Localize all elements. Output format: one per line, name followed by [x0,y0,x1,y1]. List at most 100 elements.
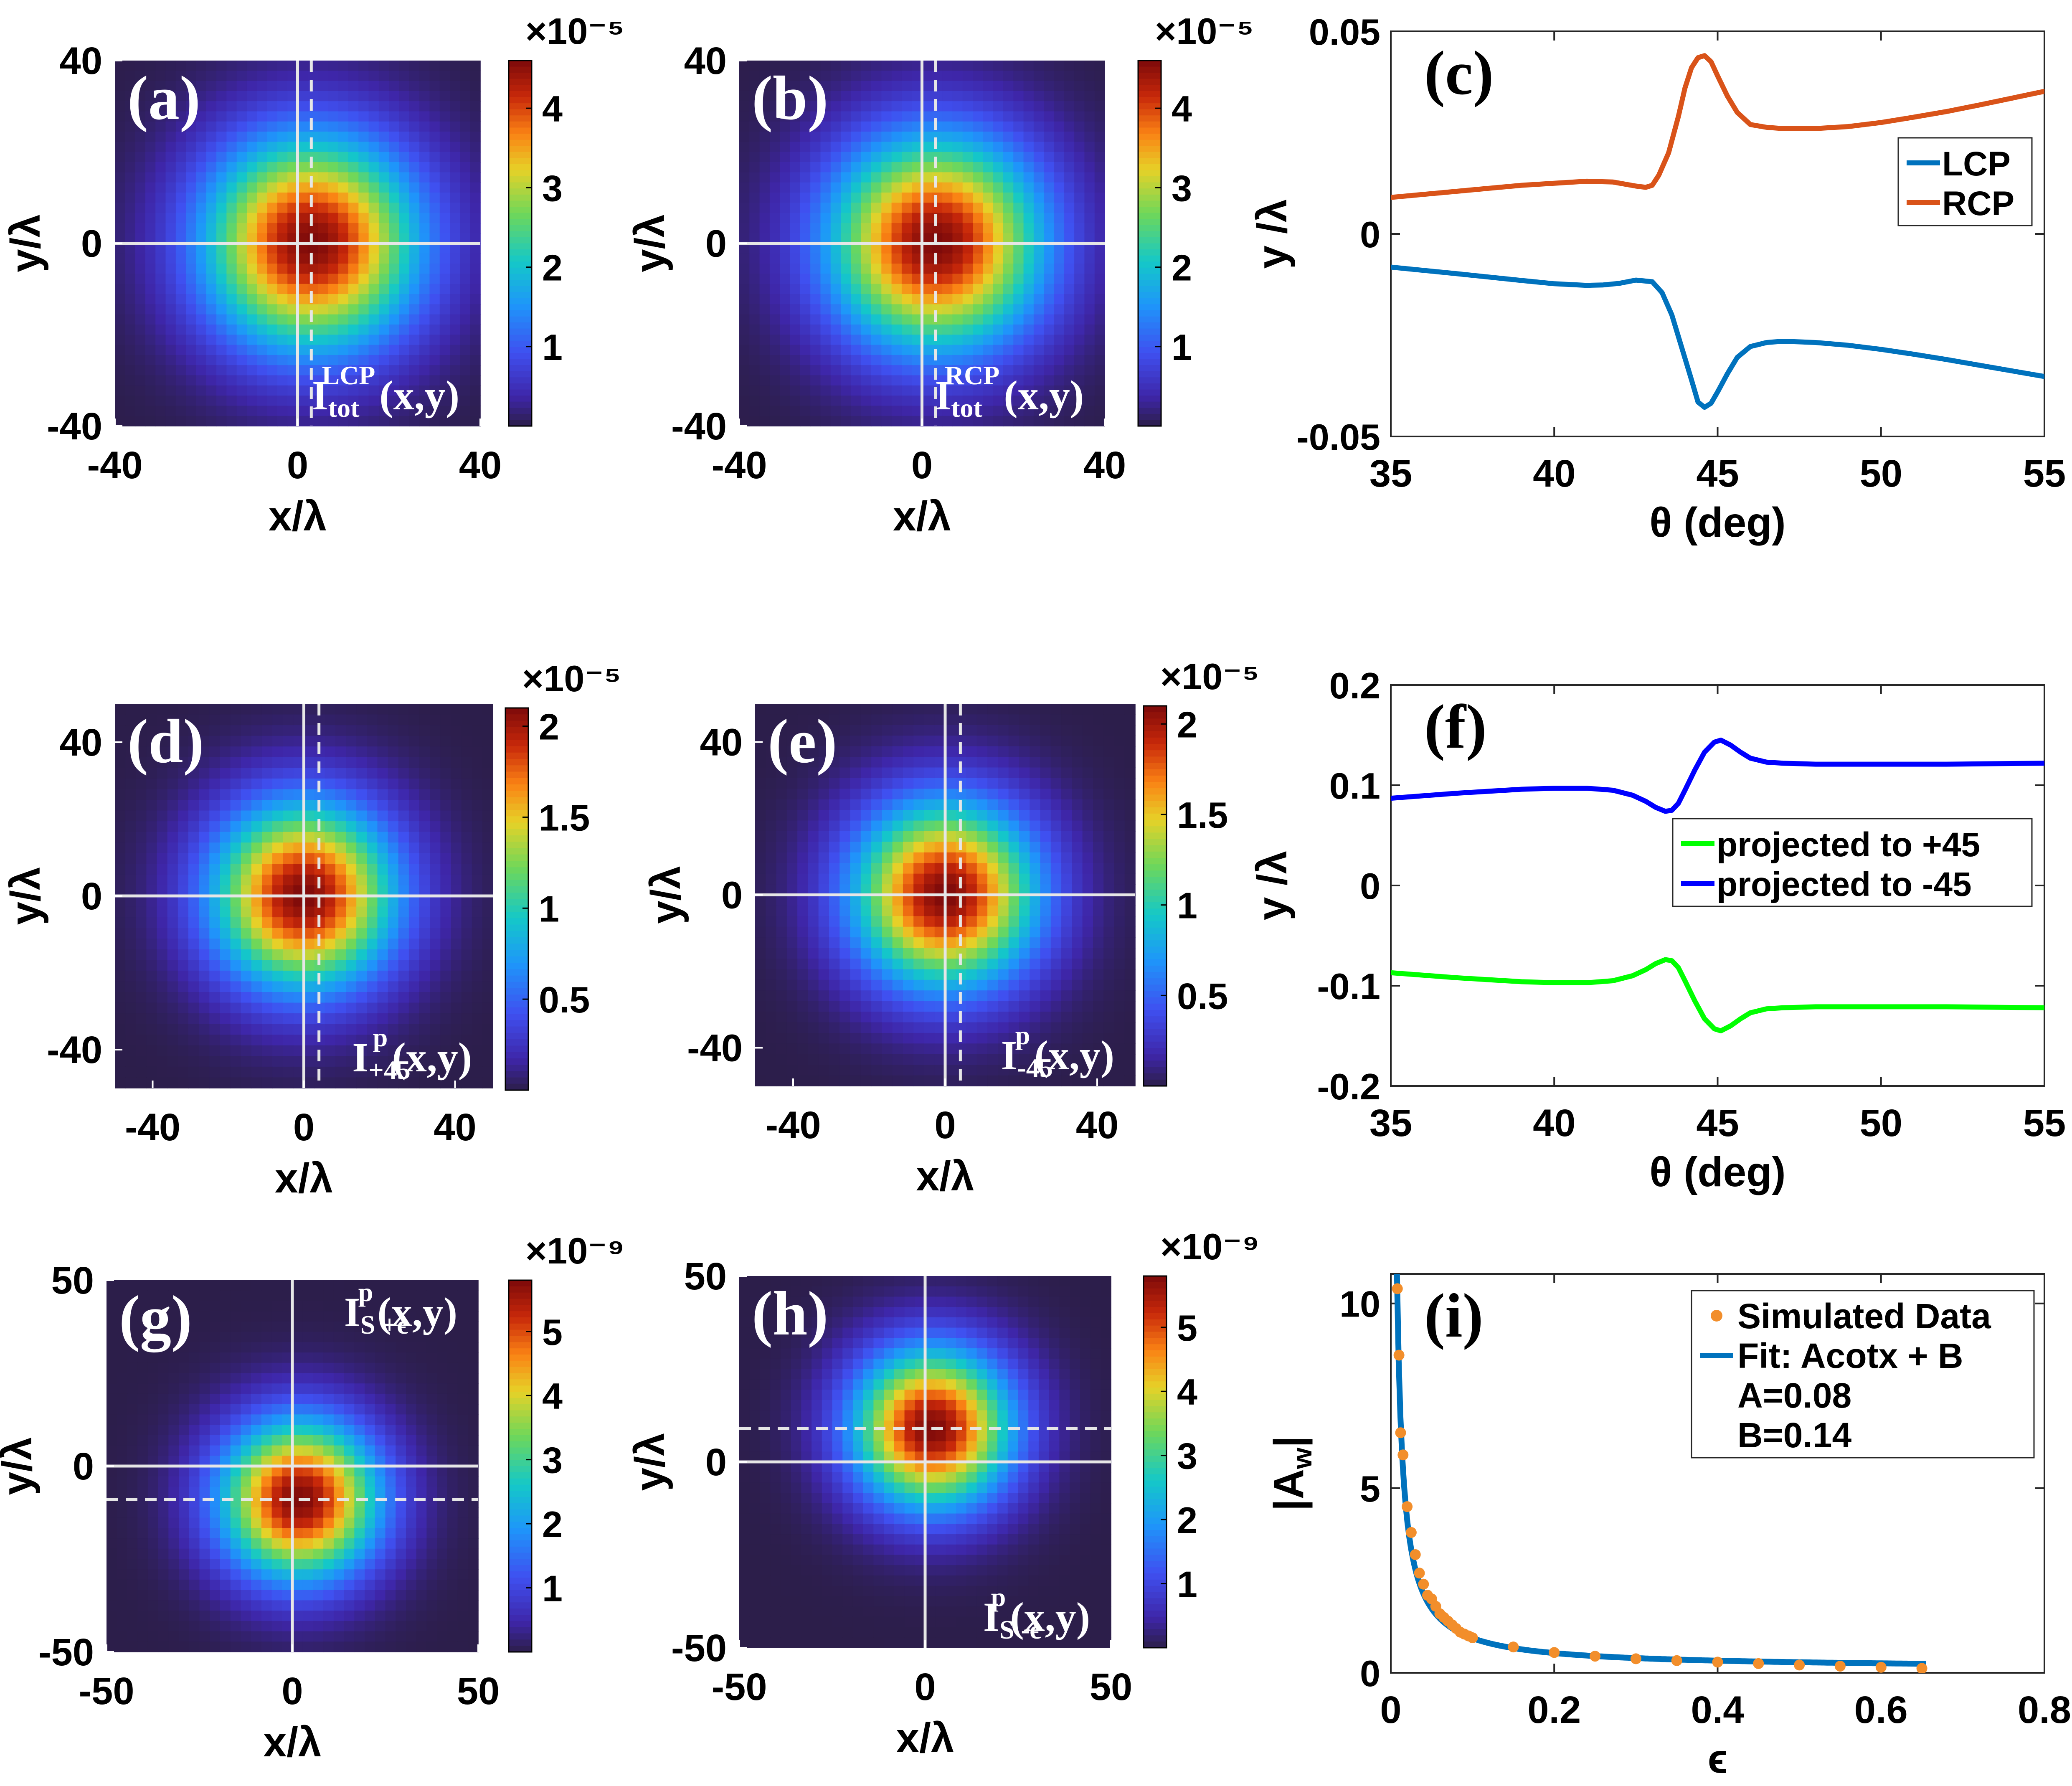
heatmap-cell [962,152,973,162]
heatmap-cell [851,284,862,294]
heatmap-cell [272,885,284,896]
heatmap-cell [790,284,801,294]
heatmap-cell [378,81,390,91]
heatmap-cell [482,746,493,758]
heatmap-cell [983,142,994,152]
heatmap-cell [145,192,156,203]
heatmap-cell [903,725,914,736]
heatmap-cell [368,274,379,284]
heatmap-cell [1003,243,1014,254]
heatmap-cell [482,1024,493,1035]
heatmap-cell [206,294,217,305]
heatmap-cell [861,132,872,142]
heatmap-cell [839,778,851,789]
heatmap-cell [257,243,268,254]
heatmap-cell [220,1013,231,1025]
heatmap-cell [470,121,481,132]
x-tick-label: 40 [459,444,502,487]
heatmap-cell [399,294,410,305]
heatmap-cell [335,810,346,822]
colorbar-band [1138,121,1161,128]
heatmap-cell [810,91,821,102]
heatmap-cell [860,799,872,810]
heatmap-cell [251,1035,262,1046]
heatmap-cell [267,203,278,213]
heatmap-cell [115,853,126,865]
heatmap-cell [241,1066,252,1078]
heatmap-cell [226,142,237,152]
heatmap-cell [241,1024,252,1035]
heatmap-cell [293,821,304,832]
heatmap-cell [1084,213,1095,223]
heatmap-cell [325,992,336,1003]
heatmap-cell [293,896,304,907]
heatmap-cell [776,873,787,885]
heatmap-cell [1103,895,1115,906]
colorbar-band [1138,164,1161,171]
heatmap-cell [851,243,862,254]
heatmap-cell [328,162,339,173]
heatmap-cell [125,725,137,736]
heatmap-cell [389,162,400,173]
heatmap-cell [759,294,770,305]
heatmap-cell [962,101,973,112]
heatmap-cell [993,132,1004,142]
heatmap-cell [829,916,840,927]
heatmap-cell [1074,132,1085,142]
heatmap-cell [1084,101,1095,112]
heatmap-cell [861,192,872,203]
heatmap-cell [460,71,471,81]
heatmap-cell [841,365,852,376]
heatmap-cell [167,939,178,950]
heatmap-cell [901,345,912,355]
heatmap-cell [851,223,862,233]
heatmap-cell [1030,873,1041,885]
heatmap-cell [318,335,329,345]
heatmap-cell [115,406,126,416]
heatmap-cell [1013,111,1024,122]
heatmap-cell [348,61,359,71]
heatmap-cell [115,949,126,961]
heatmap-cell [780,355,791,365]
colorbar-band [505,918,528,925]
heatmap-cell [220,704,231,715]
heatmap-cell [1054,152,1065,162]
heatmap-cell [251,1056,262,1067]
heatmap-cell [155,162,166,173]
heatmap-cell [482,885,493,896]
heatmap-cell [115,864,126,875]
heatmap-cell [241,810,252,822]
heatmap-cell [1003,223,1014,233]
heatmap-cell [209,981,221,992]
heatmap-cell [398,1002,409,1014]
heatmap-cell [115,172,126,183]
heatmap-cell [408,1056,420,1067]
heatmap-cell [839,746,851,757]
heatmap-cell [460,61,471,71]
heatmap-cell [440,842,451,854]
heatmap-cell [962,81,973,91]
heatmap-cell [818,725,829,736]
heatmap-cell [175,152,186,162]
heatmap-cell [739,172,750,183]
heatmap-cell [398,736,409,747]
heatmap-cell [175,304,186,315]
heatmap-cell [440,736,451,747]
heatmap-cell [209,853,221,865]
colorbar-band [505,848,528,855]
heatmap-cell [1044,101,1055,112]
heatmap-cell [257,253,268,264]
heatmap-cell [942,142,953,152]
heatmap-cell [820,365,831,376]
heatmap-cell [839,757,851,768]
heatmap-cell [348,132,359,142]
heatmap-cell [409,416,420,426]
heatmap-cell [808,852,819,864]
heatmap-cell [739,314,750,325]
colorbar-band [505,963,528,970]
heatmap-cell [226,61,237,71]
heatmap-cell [749,61,760,71]
colorbar-band [509,219,532,226]
